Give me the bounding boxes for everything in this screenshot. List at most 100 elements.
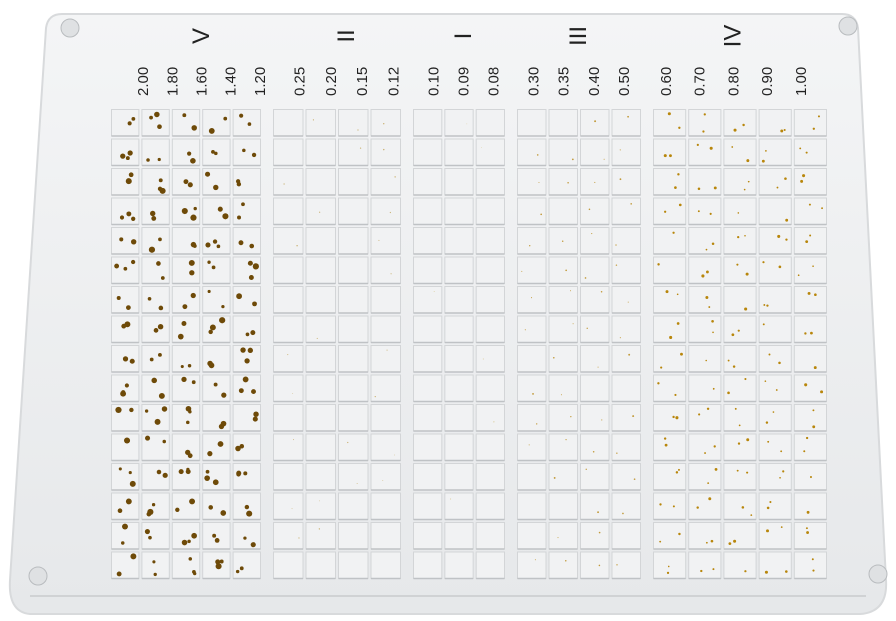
well bbox=[724, 139, 756, 166]
particle bbox=[710, 147, 713, 150]
particle bbox=[597, 511, 599, 513]
well bbox=[689, 464, 721, 491]
particle bbox=[565, 269, 567, 271]
particle bbox=[208, 330, 212, 334]
particle bbox=[114, 264, 119, 269]
particle bbox=[157, 470, 162, 475]
particle bbox=[145, 529, 150, 534]
particle bbox=[668, 566, 670, 568]
particle bbox=[814, 293, 817, 296]
particle bbox=[659, 541, 661, 543]
particle bbox=[287, 354, 288, 355]
particle bbox=[809, 235, 811, 237]
well bbox=[612, 110, 641, 137]
particle bbox=[319, 528, 320, 529]
particle bbox=[243, 471, 247, 475]
well bbox=[654, 346, 686, 373]
particle bbox=[149, 247, 155, 253]
particle bbox=[678, 127, 680, 129]
column-label: 0.90 bbox=[759, 67, 776, 96]
particle bbox=[298, 537, 299, 538]
particle bbox=[744, 235, 746, 237]
well bbox=[414, 493, 442, 520]
particle bbox=[319, 501, 320, 502]
screw bbox=[869, 565, 887, 583]
particle bbox=[156, 261, 161, 266]
screw bbox=[61, 19, 79, 37]
particle bbox=[191, 125, 197, 131]
particle bbox=[221, 305, 224, 308]
particle bbox=[250, 330, 255, 335]
well bbox=[414, 110, 442, 137]
particle bbox=[242, 149, 246, 153]
well bbox=[445, 405, 473, 432]
well bbox=[794, 552, 826, 579]
particle bbox=[701, 274, 704, 277]
particle bbox=[239, 388, 244, 393]
well bbox=[794, 228, 826, 255]
particle bbox=[713, 388, 715, 390]
well bbox=[445, 552, 473, 579]
particle bbox=[746, 273, 749, 276]
well bbox=[274, 257, 304, 284]
particle bbox=[715, 468, 718, 471]
particle bbox=[570, 416, 571, 417]
particle bbox=[239, 114, 243, 118]
well bbox=[172, 346, 199, 373]
particle bbox=[128, 121, 132, 125]
well bbox=[794, 375, 826, 402]
particle bbox=[666, 290, 669, 293]
particle bbox=[154, 112, 160, 118]
particle bbox=[253, 411, 258, 416]
well bbox=[518, 523, 547, 550]
well bbox=[371, 523, 401, 550]
well bbox=[612, 198, 641, 225]
particle bbox=[731, 333, 734, 336]
well bbox=[518, 287, 547, 314]
well bbox=[689, 346, 721, 373]
well bbox=[724, 552, 756, 579]
well bbox=[371, 464, 401, 491]
well bbox=[233, 228, 260, 255]
particle bbox=[193, 244, 197, 248]
particle bbox=[126, 305, 131, 310]
particle bbox=[707, 408, 709, 410]
well bbox=[759, 552, 791, 579]
particle bbox=[189, 270, 194, 275]
well bbox=[445, 287, 473, 314]
well bbox=[274, 346, 304, 373]
well bbox=[612, 375, 641, 402]
particle bbox=[742, 124, 744, 126]
well bbox=[612, 464, 641, 491]
well bbox=[581, 316, 610, 343]
particle bbox=[249, 244, 254, 249]
well bbox=[759, 346, 791, 373]
particle bbox=[706, 542, 708, 544]
particle bbox=[118, 508, 123, 513]
particle bbox=[123, 356, 128, 361]
particle bbox=[812, 558, 814, 560]
particle bbox=[212, 266, 216, 270]
particle bbox=[561, 394, 562, 395]
well bbox=[518, 316, 547, 343]
particle bbox=[808, 292, 811, 295]
well bbox=[759, 287, 791, 314]
well bbox=[724, 316, 756, 343]
well bbox=[339, 316, 369, 343]
particle bbox=[594, 120, 596, 122]
well bbox=[612, 257, 641, 284]
well bbox=[233, 139, 260, 166]
particle bbox=[193, 572, 196, 575]
well bbox=[549, 139, 578, 166]
particle bbox=[235, 446, 241, 452]
particle bbox=[147, 512, 152, 517]
well bbox=[581, 287, 610, 314]
well bbox=[339, 198, 369, 225]
particle bbox=[131, 117, 135, 121]
particle bbox=[737, 470, 739, 472]
particle bbox=[680, 353, 683, 356]
well bbox=[759, 405, 791, 432]
well bbox=[581, 110, 610, 137]
well bbox=[339, 169, 369, 196]
particle bbox=[696, 506, 698, 508]
